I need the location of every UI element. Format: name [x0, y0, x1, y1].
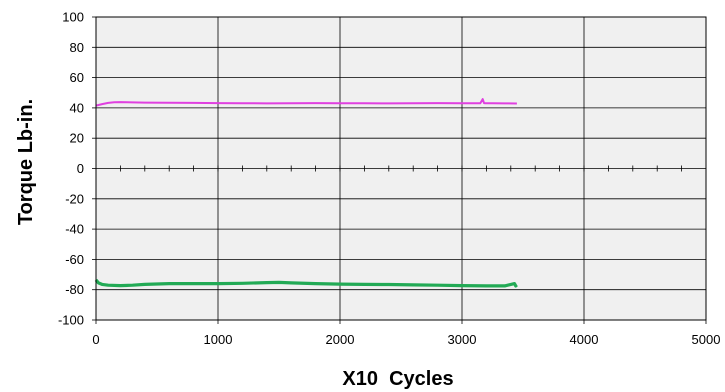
y-tick-label: -40	[65, 222, 84, 237]
y-tick-label: -60	[65, 252, 84, 267]
x-tick-label: 0	[92, 332, 99, 347]
y-tick-label: -20	[65, 191, 84, 206]
y-tick-labels: 100 80 60 40 20 0 -20 -40 -60 -80 -100	[58, 10, 96, 328]
y-tick-label: 20	[70, 131, 84, 146]
x-tick-label: 2000	[326, 332, 355, 347]
x-axis-title: X10 Cycles	[342, 368, 453, 390]
y-tick-label: 100	[62, 10, 84, 25]
y-tick-label: 0	[77, 161, 84, 176]
y-tick-label: 40	[70, 100, 84, 115]
y-tick-label: -80	[65, 282, 84, 297]
x-tick-label: 1000	[204, 332, 233, 347]
x-tick-labels: 0 1000 2000 3000 4000 5000	[92, 320, 720, 347]
x-tick-label: 5000	[692, 332, 721, 347]
y-tick-label: 60	[70, 70, 84, 85]
y-tick-label: -100	[58, 313, 84, 328]
y-tick-label: 80	[70, 40, 84, 55]
y-axis-title: Torque Lb-in.	[15, 99, 37, 225]
x-tick-label: 3000	[448, 332, 477, 347]
x-tick-label: 4000	[570, 332, 599, 347]
